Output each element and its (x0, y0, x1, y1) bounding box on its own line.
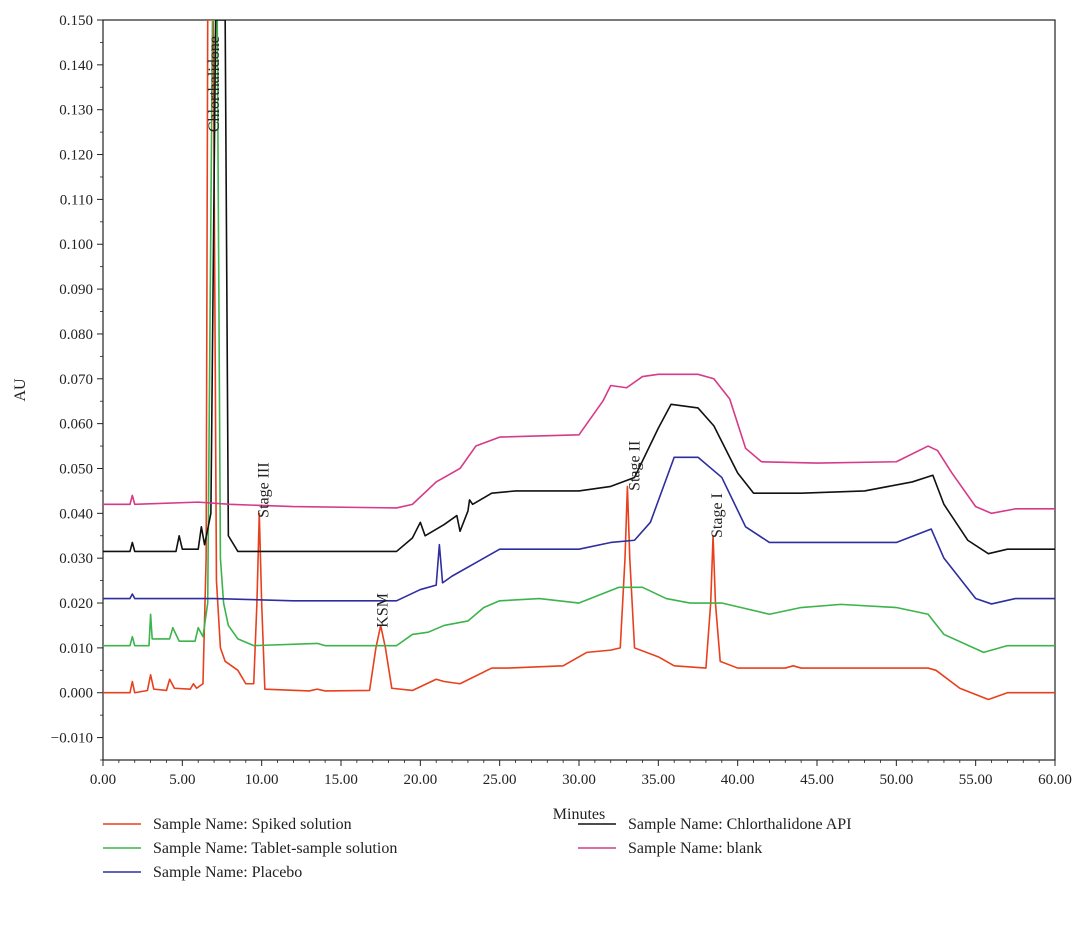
y-tick-label: 0.110 (60, 192, 93, 208)
legend-label: Sample Name: Tablet-sample solution (153, 840, 397, 857)
y-tick-label: 0.000 (59, 686, 93, 702)
legend-label: Sample Name: Spiked solution (153, 816, 352, 833)
x-tick-label: 50.00 (879, 772, 913, 788)
y-tick-label: 0.090 (59, 282, 93, 298)
y-tick-label: 0.130 (59, 103, 93, 119)
x-tick-label: 45.00 (800, 772, 834, 788)
y-tick-label: 0.050 (59, 461, 93, 477)
legend-label: Sample Name: Placebo (153, 864, 302, 881)
y-tick-label: 0.020 (59, 596, 93, 612)
peak-annotation: Stage I (709, 493, 726, 538)
y-tick-label: −0.010 (51, 731, 93, 747)
peak-annotation: Stage III (255, 462, 272, 518)
x-tick-label: 0.00 (90, 772, 116, 788)
y-tick-label: 0.070 (59, 372, 93, 388)
series-line-3 (103, 20, 1055, 555)
y-tick-label: 0.040 (59, 506, 93, 522)
y-axis-title: AU (12, 378, 29, 402)
x-tick-label: 55.00 (959, 772, 993, 788)
x-axis-title: Minutes (553, 806, 605, 823)
series-line-2 (103, 456, 1055, 605)
x-tick-label: 60.00 (1038, 772, 1072, 788)
x-tick-label: 35.00 (641, 772, 675, 788)
peak-annotation: Stage II (627, 441, 644, 491)
legend: Sample Name: Spiked solution Sample Name:… (103, 816, 852, 881)
axes-layer: 0.00 5.00 10.00 15.00 20.00 25.00 30.00 35.00 40… (12, 13, 1072, 823)
legend-label: Sample Name: Chlorthalidone API (628, 816, 852, 833)
y-tick-label: 0.140 (59, 58, 93, 74)
y-tick-label: 0.080 (59, 327, 93, 343)
x-tick-label: 40.00 (721, 772, 755, 788)
x-tick-label: 5.00 (169, 772, 195, 788)
y-tick-label: 0.150 (59, 13, 93, 29)
plot-frame (102, 19, 1056, 761)
y-tick-label: 0.120 (59, 148, 93, 164)
series-line-1 (103, 20, 1055, 654)
x-tick-label: 25.00 (483, 772, 517, 788)
series-layer (103, 20, 1055, 701)
y-tick-label: 0.060 (59, 417, 93, 433)
y-tick-label: 0.030 (59, 551, 93, 567)
series-line-0 (103, 20, 1055, 701)
x-tick-label: 20.00 (403, 772, 437, 788)
x-tick-label: 15.00 (324, 772, 358, 788)
peak-annotation: KSM (374, 593, 391, 628)
annotation-layer: Chlorthalidone Stage III KSM Stage II Stage … (206, 36, 726, 628)
y-tick-label: 0.010 (59, 641, 93, 657)
legend-label: Sample Name: blank (628, 840, 762, 857)
x-tick-label: 30.00 (562, 772, 596, 788)
x-tick-label: 10.00 (245, 772, 279, 788)
series-line-4 (103, 373, 1055, 515)
peak-annotation: Chlorthalidone (206, 36, 223, 132)
y-tick-label: 0.100 (59, 237, 93, 253)
